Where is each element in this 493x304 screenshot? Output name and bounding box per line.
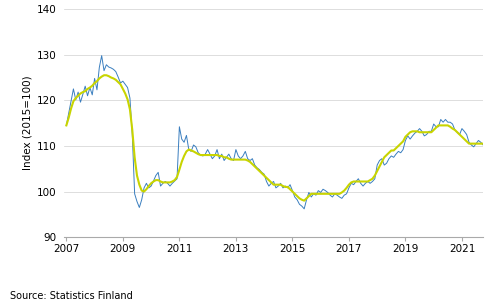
Text: Source: Statistics Finland: Source: Statistics Finland	[10, 291, 133, 301]
Y-axis label: Index (2015=100): Index (2015=100)	[23, 76, 33, 171]
